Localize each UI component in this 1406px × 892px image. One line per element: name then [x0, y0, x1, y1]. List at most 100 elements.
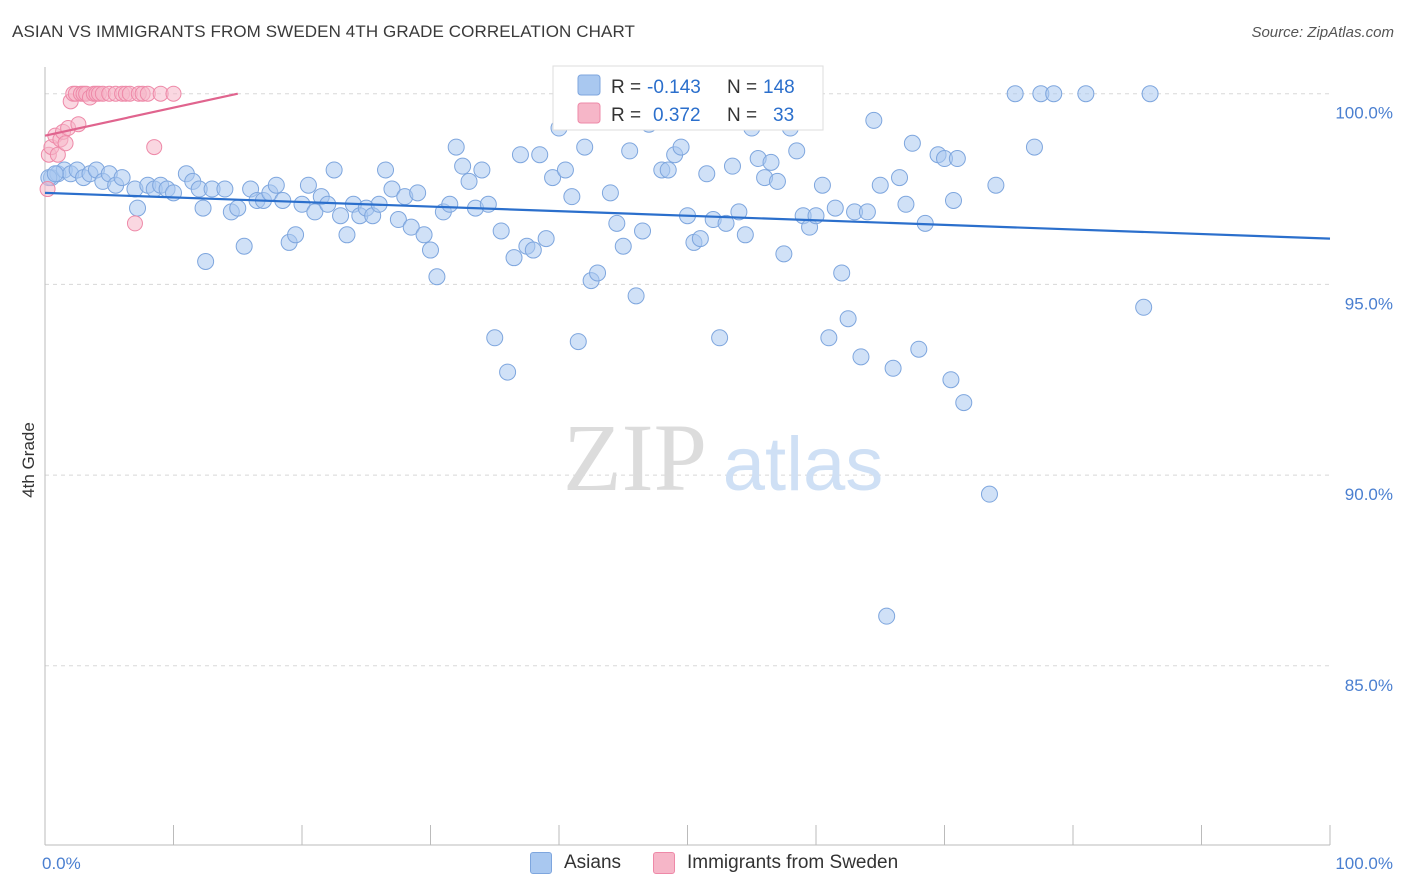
chart-title: ASIAN VS IMMIGRANTS FROM SWEDEN 4TH GRAD… [12, 22, 635, 41]
asians-point-36 [287, 226, 305, 244]
sweden-point-30 [146, 139, 163, 156]
y-tick-label-3: 85.0% [1345, 676, 1393, 695]
watermark-atlas: atlas [723, 422, 884, 507]
asians-point-60 [441, 195, 459, 213]
asians-point-117 [820, 329, 838, 347]
asians-point-98 [698, 165, 716, 183]
asians-point-52 [389, 211, 407, 229]
asians-point-110 [775, 245, 793, 263]
asians-point-130 [903, 134, 921, 152]
sweden-point-0 [39, 181, 56, 198]
asians-point-116 [813, 176, 831, 194]
asians-point-112 [788, 142, 806, 160]
asians-point-128 [891, 169, 909, 187]
asians-point-145 [1077, 85, 1095, 103]
asians-point-102 [723, 157, 741, 175]
asians-point-67 [486, 329, 504, 347]
asians-point-120 [839, 310, 857, 328]
asians-point-74 [531, 146, 549, 164]
asians-point-13 [129, 199, 147, 217]
asians-point-92 [659, 161, 677, 179]
asians-point-43 [332, 207, 350, 225]
asians-point-142 [1025, 138, 1043, 156]
asians-point-88 [627, 287, 645, 305]
asians-point-79 [563, 188, 581, 206]
asians-point-50 [377, 161, 395, 179]
asians-point-108 [762, 153, 780, 171]
asians-point-27 [229, 199, 247, 217]
asians-point-55 [409, 184, 427, 202]
zipatlas-watermark: ZIP atlas [563, 404, 883, 511]
asians-point-73 [524, 241, 542, 259]
y-axis-title: 4th Grade [19, 422, 38, 498]
asians-point-127 [884, 359, 902, 377]
asians-point-109 [768, 172, 786, 190]
legend-asians-n-label: N = [727, 77, 757, 98]
legend-item-asians: Asians [530, 852, 621, 874]
asians-point-63 [460, 172, 478, 190]
asians-point-135 [942, 371, 960, 389]
asians-point-136 [944, 191, 962, 209]
asians-trend-line [44, 191, 1331, 240]
legend-sweden-r-value: 0.372 [653, 105, 701, 126]
asians-point-38 [299, 176, 317, 194]
legend-sweden-n-label: N = [727, 105, 757, 126]
asians-point-137 [948, 150, 966, 168]
asians-point-103 [730, 203, 748, 221]
asians-point-119 [833, 264, 851, 282]
sweden-trend-line [44, 92, 238, 137]
asians-point-125 [871, 176, 889, 194]
asians-point-22 [194, 199, 212, 217]
asians-point-25 [216, 180, 234, 198]
asians-point-23 [197, 253, 215, 270]
watermark-zip: ZIP [563, 404, 707, 511]
asians-point-61 [447, 138, 465, 156]
asians-point-56 [415, 226, 433, 244]
asians-point-84 [601, 184, 619, 202]
asians-point-11 [113, 169, 131, 187]
asians-point-71 [511, 146, 529, 164]
legend-asians-color [530, 852, 552, 874]
asians-point-85 [608, 214, 626, 232]
asians-point-122 [852, 348, 870, 366]
asians-point-51 [383, 180, 401, 198]
asians-point-144 [1045, 85, 1063, 103]
asians-point-41 [319, 195, 337, 213]
legend-asians-label: Asians [564, 852, 622, 873]
correlation-legend: R = -0.143 N = 148 R = 0.372 N = 33 [552, 65, 824, 131]
asians-point-141 [1006, 85, 1024, 103]
legend-sweden-label: Immigrants from Sweden [687, 852, 899, 873]
asians-point-58 [428, 268, 446, 286]
asians-point-149 [46, 165, 64, 183]
asians-point-83 [589, 264, 607, 282]
asians-point-147 [1141, 85, 1159, 103]
asians-point-123 [858, 203, 876, 221]
legend-sweden-color [653, 852, 675, 874]
asians-point-80 [569, 333, 587, 351]
asians-point-69 [499, 363, 517, 381]
asians-point-78 [556, 161, 574, 179]
y-tick-label-1: 95.0% [1345, 294, 1393, 313]
asians-point-68 [492, 222, 510, 240]
tick-labels: 100.0% 95.0% 90.0% 85.0% 0.0% 100.0% [42, 104, 1393, 873]
asians-point-131 [910, 340, 928, 358]
sweden-point-32 [165, 85, 182, 102]
asians-point-70 [505, 249, 523, 267]
asians-point-75 [537, 230, 555, 248]
asians-point-129 [897, 195, 915, 213]
x-tick-label-1: 100.0% [1335, 854, 1393, 873]
asians-point-37 [293, 195, 311, 213]
legend-asians-r-label: R = [611, 77, 641, 98]
sweden-point-4 [49, 146, 66, 163]
asians-point-97 [691, 230, 709, 248]
asians-point-42 [325, 161, 343, 179]
source-credit: Source: ZipAtlas.com [1251, 24, 1394, 41]
trend-lines [44, 92, 1331, 240]
asians-point-87 [621, 142, 639, 160]
asians-point-94 [672, 138, 690, 156]
asians-point-76 [544, 169, 562, 187]
asians-point-44 [338, 226, 356, 244]
asians-point-28 [235, 237, 253, 255]
asians-point-126 [878, 607, 896, 625]
asians-point-54 [402, 218, 420, 236]
